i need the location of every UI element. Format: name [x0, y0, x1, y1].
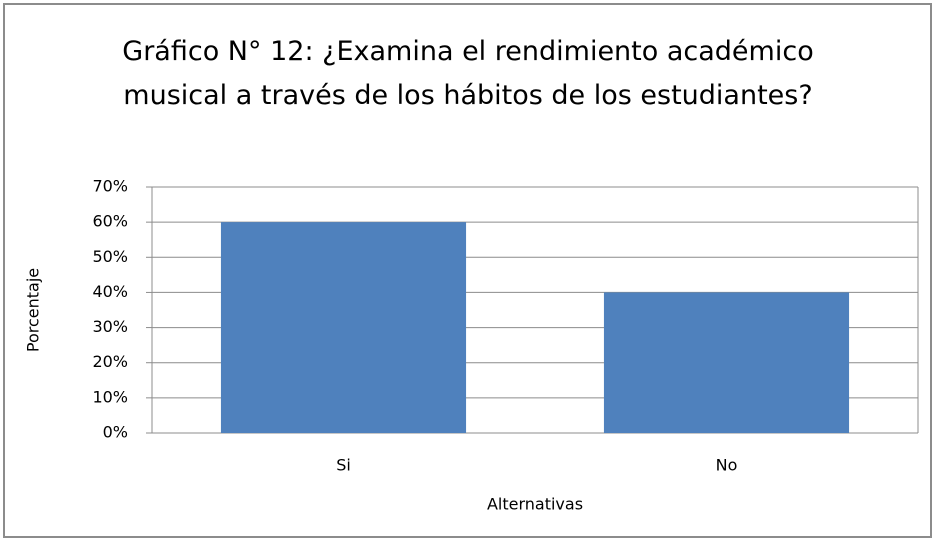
y-tick-label: 30%	[92, 317, 128, 336]
y-axis-label: Porcentaje	[24, 268, 43, 352]
y-tick-label: 50%	[92, 247, 128, 266]
y-tick-label: 40%	[92, 282, 128, 301]
x-axis-label: Alternativas	[487, 495, 583, 514]
y-tick-label: 0%	[103, 423, 128, 442]
x-tick-label: Si	[336, 456, 351, 475]
y-tick-label: 10%	[92, 387, 128, 406]
y-tick-label: 60%	[92, 212, 128, 231]
chart-title: Gráfico N° 12: ¿Examina el rendimiento a…	[122, 36, 814, 111]
x-tick-label: No	[716, 456, 738, 475]
bar	[220, 222, 467, 433]
y-tick-label: 20%	[92, 352, 128, 371]
bar	[603, 292, 850, 433]
y-tick-label: 70%	[92, 177, 128, 196]
chart-frame	[3, 3, 932, 538]
